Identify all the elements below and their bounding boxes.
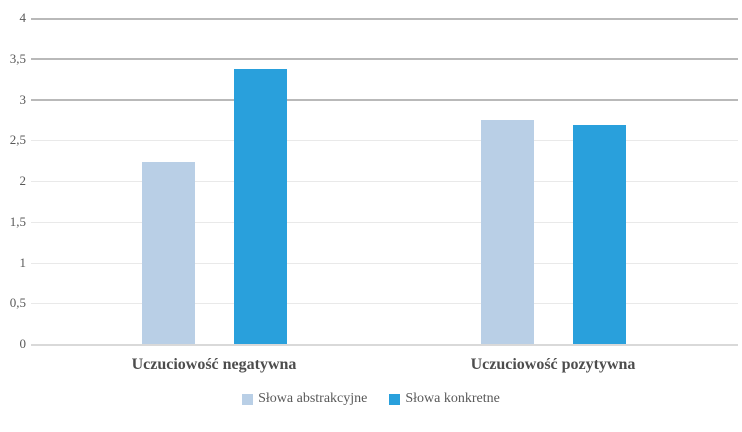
y-tick-label: 1 <box>19 254 27 270</box>
legend-label-konkretne: Słowa konkretne <box>405 391 500 406</box>
bar-c0-s1 <box>234 69 287 344</box>
y-tick-label: 2 <box>19 173 27 188</box>
gridline-2 <box>31 181 738 182</box>
category-label-negatywna: Uczuciowość negatywna <box>131 356 297 373</box>
gridline-1 <box>31 263 738 264</box>
legend-swatch-konkretne-icon <box>389 393 401 405</box>
y-tick-label: 3,5 <box>9 50 26 66</box>
gridline-0 <box>31 344 738 346</box>
legend-label-abstrakcyjne: Słowa abstrakcyjne <box>258 391 368 406</box>
y-tick-label: 4 <box>19 10 27 25</box>
legend-swatch-abstrakcyjne-icon <box>242 393 254 405</box>
legend-item-slowa-abstrakcyjne: Słowa abstrakcyjne <box>242 391 367 407</box>
bar-c1-s0 <box>481 120 534 344</box>
y-tick-label: 0 <box>19 336 27 351</box>
bar-c1-s1 <box>573 125 626 344</box>
category-label-pozytywna: Uczuciowość pozytywna <box>470 356 636 373</box>
gridline-2,5 <box>31 140 738 141</box>
plot-area <box>31 18 738 346</box>
gridline-1,5 <box>31 222 738 223</box>
y-tick-label: 2,5 <box>9 132 26 148</box>
gridline-3,5 <box>31 58 738 60</box>
legend: Słowa abstrakcyjne Słowa konkretne <box>0 391 742 407</box>
y-tick-label: 1,5 <box>9 213 26 229</box>
legend-item-slowa-konkretne: Słowa konkretne <box>389 391 500 407</box>
gridline-4 <box>31 18 738 20</box>
gridline-3 <box>31 99 738 101</box>
y-tick-label: 0,5 <box>9 295 26 311</box>
y-tick-label: 3 <box>19 91 27 107</box>
gridline-0,5 <box>31 303 738 304</box>
bar-c0-s0 <box>142 162 195 344</box>
